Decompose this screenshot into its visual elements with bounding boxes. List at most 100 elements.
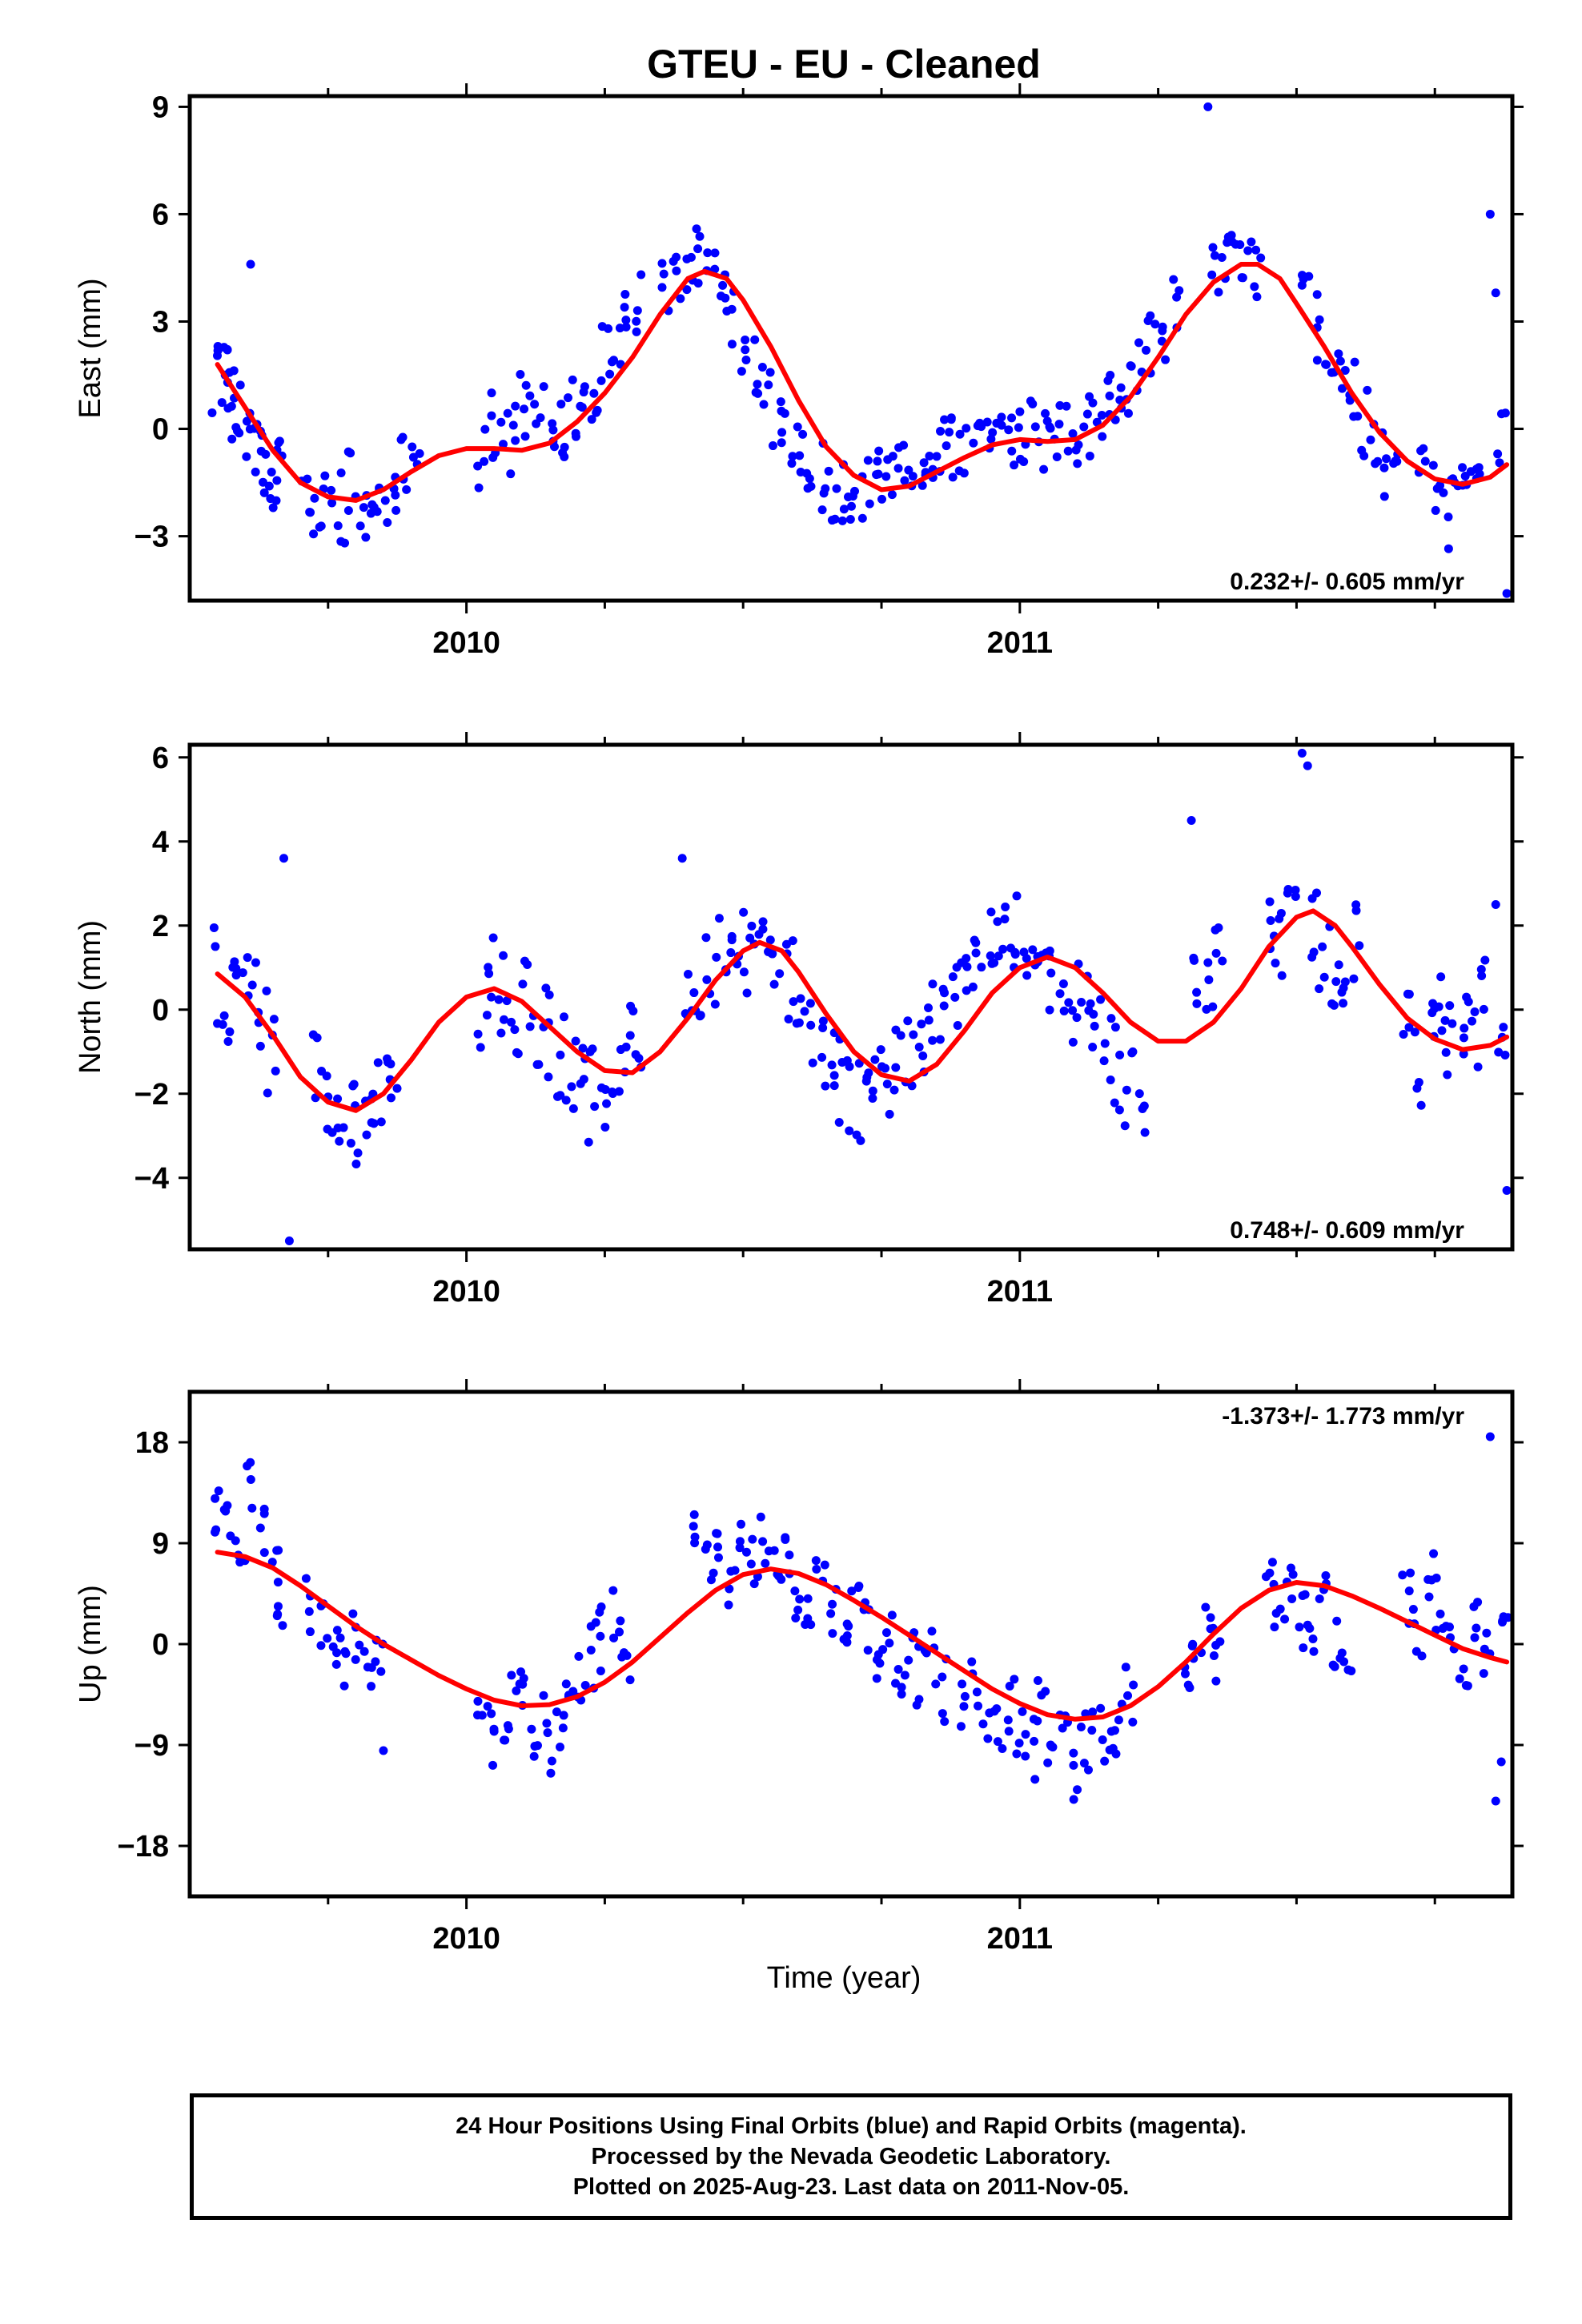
data-point: [896, 1031, 905, 1040]
data-point: [1098, 432, 1107, 441]
data-point: [889, 1085, 899, 1095]
data-point: [769, 1546, 779, 1555]
data-point: [820, 1560, 829, 1570]
data-point: [990, 958, 999, 967]
data-point: [1187, 1641, 1197, 1651]
data-point: [547, 1756, 556, 1766]
data-point: [1058, 1723, 1067, 1733]
data-point: [803, 1594, 813, 1603]
data-point: [1334, 960, 1343, 970]
data-point: [1441, 1047, 1451, 1057]
data-point: [596, 1083, 606, 1092]
y-tick-label: 0: [152, 413, 169, 447]
data-point: [1359, 451, 1369, 460]
data-point: [781, 939, 791, 949]
data-point: [735, 1543, 745, 1553]
data-point: [1089, 1010, 1098, 1019]
data-point: [558, 1723, 568, 1733]
data-point: [580, 1680, 590, 1690]
data-point: [632, 306, 642, 316]
data-point: [309, 529, 319, 539]
data-point: [1048, 1743, 1058, 1752]
data-point: [1045, 946, 1054, 955]
data-point: [806, 1620, 816, 1630]
data-point: [242, 452, 251, 461]
data-point: [787, 459, 797, 468]
data-point: [1265, 897, 1275, 907]
data-point: [1098, 1735, 1107, 1744]
data-point: [1123, 1691, 1133, 1700]
data-point: [552, 1092, 562, 1101]
data-point: [1085, 451, 1094, 460]
data-point: [351, 1655, 360, 1664]
data-point: [827, 1060, 837, 1070]
data-point: [543, 1728, 552, 1738]
data-point: [1491, 900, 1500, 909]
data-point: [279, 854, 289, 863]
data-point: [1439, 488, 1448, 497]
data-point: [574, 1651, 584, 1661]
panel-frame: [187, 742, 1515, 1252]
data-point: [246, 259, 255, 269]
data-point: [1134, 1089, 1144, 1099]
data-point: [246, 1458, 255, 1467]
data-point: [1088, 1707, 1098, 1717]
data-point: [854, 1582, 864, 1591]
data-point: [376, 1117, 386, 1127]
data-point: [1319, 972, 1329, 982]
data-point: [845, 515, 855, 525]
data-point: [834, 1118, 844, 1128]
data-point: [584, 1137, 593, 1147]
data-point: [908, 472, 917, 481]
data-point: [657, 283, 667, 292]
data-point: [917, 480, 927, 490]
data-point: [1321, 1570, 1331, 1580]
data-point: [1115, 1050, 1125, 1059]
data-point: [235, 380, 245, 390]
data-point: [712, 952, 721, 962]
data-point: [722, 307, 732, 316]
data-point: [924, 1015, 934, 1025]
data-point: [1299, 1643, 1308, 1653]
data-point: [967, 1657, 977, 1667]
data-point: [1128, 1717, 1138, 1727]
data-point: [367, 1682, 376, 1691]
data-point: [316, 1641, 326, 1651]
data-point: [716, 292, 725, 301]
data-point: [1252, 292, 1262, 302]
data-point: [909, 1030, 918, 1039]
data-point: [1308, 1634, 1318, 1643]
data-point: [555, 1742, 564, 1751]
data-point: [878, 1645, 888, 1655]
data-point: [571, 432, 580, 441]
data-point: [1161, 355, 1170, 364]
data-point: [1247, 237, 1256, 247]
panel-0: 2010 2011 −3 0 3 6 9 East (mm) 0.232+/- 0.605 mm…: [74, 83, 1524, 660]
data-point: [1286, 1563, 1295, 1573]
data-point: [962, 986, 971, 995]
data-point: [1174, 286, 1184, 296]
footer-line-1: 24 Hour Positions Using Final Orbits (bl…: [456, 2113, 1247, 2139]
data-point: [750, 335, 760, 344]
data-point: [727, 340, 737, 349]
data-point: [796, 994, 805, 1003]
data-point: [940, 415, 950, 424]
data-point: [343, 505, 353, 515]
data-point: [1123, 408, 1133, 418]
data-point: [484, 969, 494, 979]
data-point: [541, 983, 551, 993]
data-point: [621, 316, 631, 325]
data-point: [560, 442, 569, 452]
data-point: [1459, 1033, 1468, 1043]
data-point: [327, 485, 336, 495]
data-point: [1114, 1105, 1124, 1115]
y-tick-label: 9: [152, 90, 169, 124]
data-point: [480, 456, 489, 466]
data-point: [1266, 916, 1275, 926]
data-point: [1480, 955, 1490, 965]
panel-1: 2010 2011 −4 −2 0 2 4 6 North (mm) 0.748+/- 0.609…: [74, 732, 1524, 1309]
data-point: [844, 1622, 853, 1631]
data-point: [327, 498, 337, 508]
data-point: [1473, 1598, 1483, 1607]
data-point: [568, 1104, 578, 1113]
